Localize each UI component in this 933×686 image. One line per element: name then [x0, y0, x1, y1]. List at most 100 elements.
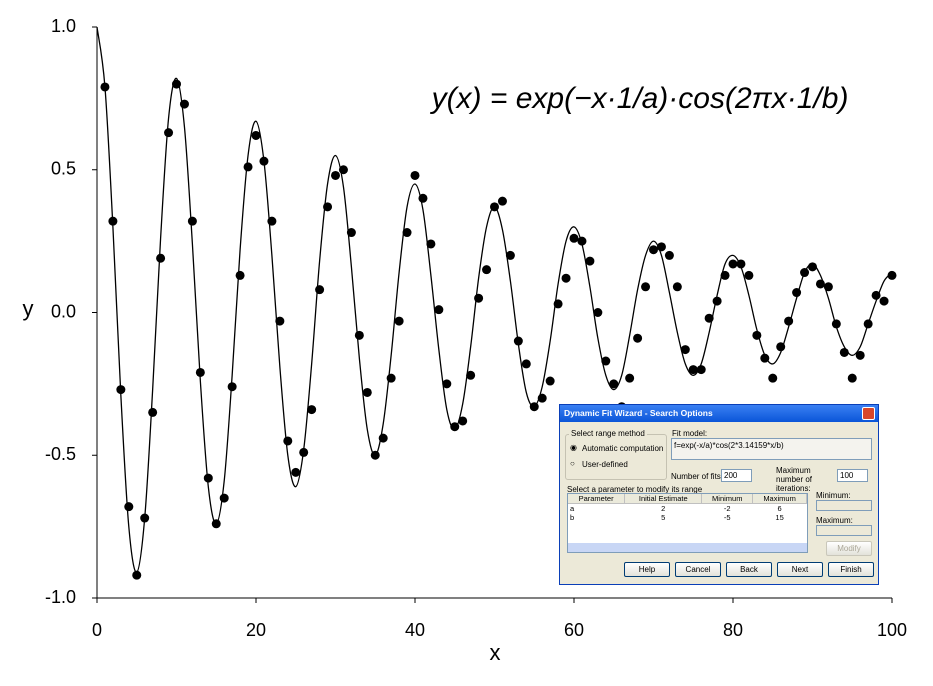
data-point: [656, 242, 666, 252]
max-label: Maximum:: [816, 516, 853, 525]
data-point: [418, 193, 428, 203]
data-point: [187, 216, 197, 226]
group-box: [565, 434, 667, 480]
data-point: [839, 347, 849, 357]
data-point: [696, 365, 706, 375]
param-prompt: Select a parameter to modify its range: [567, 485, 703, 494]
fit-model-label: Fit model:: [672, 429, 708, 438]
data-point: [792, 288, 802, 298]
scrollbar[interactable]: [568, 543, 807, 552]
close-button[interactable]: [862, 407, 875, 420]
y-axis-label: y: [23, 296, 34, 321]
data-point: [132, 570, 142, 580]
iterations-input[interactable]: 100: [837, 469, 868, 482]
data-point: [497, 196, 507, 206]
cell: a: [570, 504, 575, 513]
data-point: [219, 493, 229, 503]
data-point: [346, 228, 356, 238]
table-header: Parameter: [568, 494, 626, 504]
cell: -5: [723, 513, 731, 522]
y-tick-label: 0.0: [51, 301, 76, 321]
data-point: [521, 359, 531, 369]
data-point: [728, 259, 738, 269]
data-point: [712, 296, 722, 306]
data-point: [275, 316, 285, 326]
data-point: [879, 296, 889, 306]
data-point: [450, 422, 460, 432]
radio[interactable]: ○: [570, 459, 575, 468]
modify-button[interactable]: Modify: [826, 541, 872, 556]
data-point: [776, 342, 786, 352]
x-axis-label: x: [490, 640, 501, 665]
y-tick-label: 1.0: [51, 16, 76, 36]
dialog-title: Dynamic Fit Wizard - Search Options: [560, 405, 878, 422]
data-point: [577, 236, 587, 246]
data-point: [672, 282, 682, 292]
data-point: [474, 293, 484, 303]
data-point: [203, 473, 213, 483]
iterations-label: Maximum number of iterations:: [776, 466, 813, 493]
button[interactable]: Cancel: [675, 562, 721, 577]
data-point: [601, 356, 611, 366]
data-point: [736, 259, 746, 269]
data-point: [609, 379, 619, 389]
cell: 6: [777, 504, 782, 513]
data-point: [752, 330, 762, 340]
data-point: [172, 79, 181, 89]
data-point: [251, 130, 261, 140]
data-point: [243, 162, 253, 172]
data-point: [140, 513, 150, 523]
cell: 5: [661, 513, 666, 522]
data-point: [569, 233, 579, 243]
param-table[interactable]: Parameter Initial Estimate Minimum Maximum …: [567, 493, 808, 553]
fit-model: f=exp(-x/a)*cos(2*3.14159*x/b): [671, 438, 872, 460]
data-point: [482, 265, 492, 275]
button[interactable]: Back: [726, 562, 772, 577]
data-point: [768, 373, 778, 383]
data-point: [195, 367, 205, 377]
radio-label[interactable]: Automatic computation: [582, 444, 664, 453]
data-point: [338, 165, 348, 175]
data-point: [227, 382, 237, 392]
button[interactable]: Help: [624, 562, 670, 577]
data-point: [378, 433, 388, 443]
data-point: [116, 385, 126, 395]
fits-input[interactable]: 200: [721, 469, 752, 482]
min-label: Minimum:: [816, 491, 851, 500]
button[interactable]: Finish: [828, 562, 874, 577]
data-point: [537, 393, 547, 403]
table-header: Initial Estimate: [624, 494, 703, 504]
data-point: [211, 519, 221, 529]
min-input: [816, 500, 872, 511]
data-point: [164, 128, 174, 138]
x-tick-label: 80: [723, 620, 743, 640]
dialog: Dynamic Fit Wizard - Search Options Sele…: [559, 404, 879, 585]
radio-label[interactable]: User-defined: [582, 460, 628, 469]
y-tick-label: -1.0: [45, 587, 76, 607]
data-point: [625, 373, 635, 383]
data-point: [283, 436, 293, 446]
data-point: [402, 228, 412, 238]
data-point: [442, 379, 452, 389]
data-point: [386, 373, 396, 383]
data-point: [784, 316, 794, 326]
radio-checked[interactable]: ◉: [570, 443, 577, 452]
data-point: [847, 373, 857, 383]
x-tick-label: 20: [246, 620, 266, 640]
x-tick-label: 60: [564, 620, 584, 640]
equation: y(x) = exp(−x·1/a)·cos(2πx·1/b): [430, 82, 849, 115]
table: Parameter Initial Estimate Minimum Maximum …: [568, 494, 807, 522]
data-point: [370, 450, 380, 460]
data-point: [593, 308, 603, 317]
data-point: [831, 319, 841, 329]
x-tick-label: 0: [92, 620, 102, 640]
data-point: [513, 336, 523, 346]
data-point: [323, 202, 333, 212]
data-point: [259, 156, 269, 166]
button[interactable]: Next: [777, 562, 823, 577]
max-input: [816, 525, 872, 536]
data-point: [315, 285, 325, 295]
data-point: [529, 402, 539, 412]
data-point: [561, 273, 571, 283]
fit-curve: [96, 26, 893, 573]
